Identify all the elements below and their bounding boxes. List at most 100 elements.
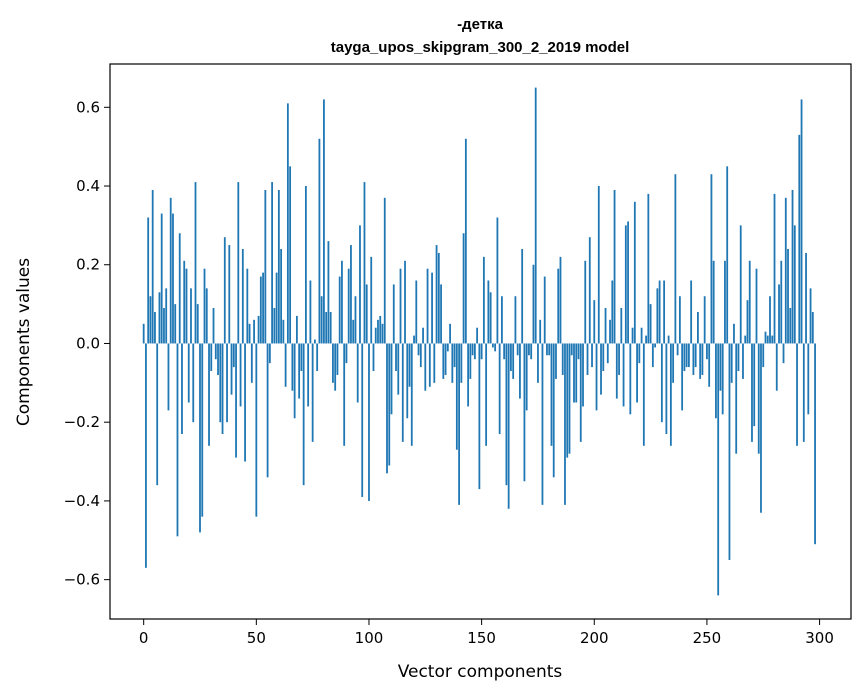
bar xyxy=(694,343,697,368)
bar xyxy=(724,260,726,344)
bar xyxy=(496,217,499,344)
bar xyxy=(703,296,706,344)
x-tick-label: 200 xyxy=(580,629,609,647)
bar xyxy=(210,343,213,372)
bar xyxy=(271,182,273,344)
bar xyxy=(507,343,510,509)
bar xyxy=(212,308,215,344)
bar xyxy=(431,272,433,344)
bar xyxy=(446,343,449,352)
bar xyxy=(631,327,634,344)
bar xyxy=(264,189,267,344)
bar xyxy=(751,343,753,442)
bar xyxy=(462,233,465,344)
bar xyxy=(672,343,675,383)
bar xyxy=(444,343,447,375)
bar xyxy=(268,343,271,364)
y-tick-label: −0.2 xyxy=(64,413,100,431)
bar xyxy=(793,225,796,344)
bar xyxy=(640,327,643,344)
bar xyxy=(156,343,159,486)
bar xyxy=(647,193,650,344)
bar xyxy=(280,249,283,344)
bar xyxy=(629,343,632,415)
bar xyxy=(336,343,339,375)
bar xyxy=(762,343,765,368)
bar xyxy=(620,308,623,344)
bar xyxy=(419,343,422,368)
bar xyxy=(561,343,564,375)
bar xyxy=(314,339,316,344)
bar xyxy=(167,343,170,411)
bar xyxy=(309,280,312,344)
bar xyxy=(782,343,785,364)
bar xyxy=(564,343,566,505)
y-tick-label: 0.6 xyxy=(76,98,100,116)
bar xyxy=(516,343,519,356)
bar xyxy=(359,225,361,344)
bar xyxy=(451,343,454,383)
y-tick-label: −0.4 xyxy=(64,492,100,510)
bar xyxy=(417,343,420,356)
bar xyxy=(345,343,348,364)
bar xyxy=(733,323,735,344)
bar xyxy=(230,343,233,395)
bar xyxy=(591,343,593,368)
bar xyxy=(302,343,305,486)
bar xyxy=(669,343,672,446)
bar xyxy=(277,189,280,344)
bar xyxy=(505,343,508,486)
bar xyxy=(370,256,373,344)
bar xyxy=(415,280,418,344)
bar xyxy=(404,260,406,344)
bar xyxy=(381,323,384,344)
chart-title: -детка xyxy=(457,16,504,33)
bar xyxy=(469,343,472,379)
bar xyxy=(365,284,368,344)
bar xyxy=(145,343,147,568)
bar xyxy=(262,272,264,344)
bar xyxy=(386,343,388,474)
bar xyxy=(789,308,792,344)
bar xyxy=(266,343,269,478)
bar xyxy=(221,343,224,434)
bar xyxy=(453,343,456,368)
bar xyxy=(246,268,249,344)
bar xyxy=(284,343,287,387)
bar xyxy=(442,343,445,379)
bar xyxy=(584,260,587,344)
bar xyxy=(424,343,427,391)
bar xyxy=(320,296,323,344)
y-tick-label: 0.2 xyxy=(76,256,100,274)
bar xyxy=(525,343,528,411)
plot-frame xyxy=(109,63,852,620)
bar xyxy=(624,225,627,344)
bar xyxy=(473,343,476,360)
bar xyxy=(597,186,600,344)
bar xyxy=(712,260,715,344)
bar xyxy=(183,260,186,344)
bar xyxy=(609,319,611,344)
bar xyxy=(746,300,749,344)
bar xyxy=(796,343,798,446)
bar xyxy=(811,311,814,344)
bar xyxy=(440,284,442,344)
bar xyxy=(160,213,163,344)
bar xyxy=(174,304,177,344)
bar xyxy=(658,280,661,344)
bar xyxy=(726,166,729,344)
bar xyxy=(697,311,699,344)
bar xyxy=(356,343,359,403)
bar xyxy=(350,245,352,344)
bar xyxy=(392,284,395,344)
bar xyxy=(753,343,756,427)
bar xyxy=(757,343,760,454)
bar xyxy=(289,166,292,344)
bar xyxy=(201,343,204,517)
bar xyxy=(742,343,744,379)
bar xyxy=(232,343,235,368)
bar xyxy=(374,327,377,344)
bar xyxy=(455,343,458,450)
bar xyxy=(383,197,386,344)
